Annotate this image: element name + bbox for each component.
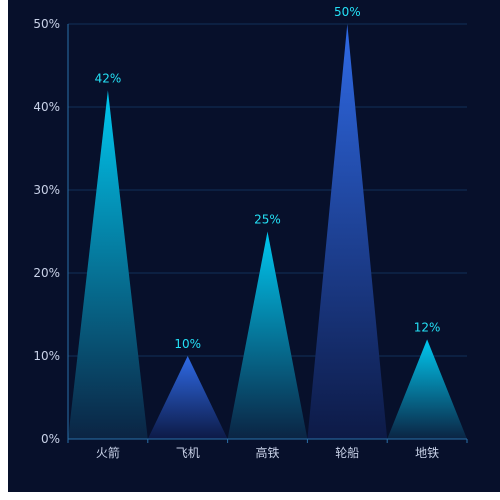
x-category-label: 轮船 — [335, 446, 359, 460]
bar-5 — [387, 339, 467, 439]
bar-1 — [68, 90, 148, 440]
y-tick-label: 0% — [41, 432, 60, 446]
x-category-label: 飞机 — [176, 446, 200, 460]
y-tick-label: 30% — [33, 183, 60, 197]
bar-3 — [227, 231, 308, 439]
bar-4 — [307, 24, 388, 439]
x-category-label: 高铁 — [255, 445, 279, 460]
y-tick-label: 40% — [33, 100, 60, 114]
data-label: 42% — [95, 71, 122, 85]
data-label: 25% — [254, 213, 281, 227]
x-axis-category-labels: 火箭 飞机 高铁 轮船 地铁 — [96, 445, 439, 460]
data-label: 12% — [414, 320, 441, 334]
y-tick-label: 10% — [33, 349, 60, 363]
y-axis-tick-labels: 0% 10% 20% 30% 40% 50% — [33, 17, 60, 446]
y-tick-label: 20% — [33, 266, 60, 280]
data-label: 50% — [334, 5, 361, 19]
data-label: 10% — [174, 337, 201, 351]
x-category-label: 地铁 — [415, 446, 439, 460]
bars — [68, 24, 467, 440]
data-labels: 42% 10% 25% 50% 12% — [95, 5, 441, 351]
bar-2 — [147, 356, 228, 439]
axes — [67, 24, 468, 443]
y-tick-label: 50% — [33, 17, 60, 31]
x-category-label: 火箭 — [96, 445, 120, 460]
